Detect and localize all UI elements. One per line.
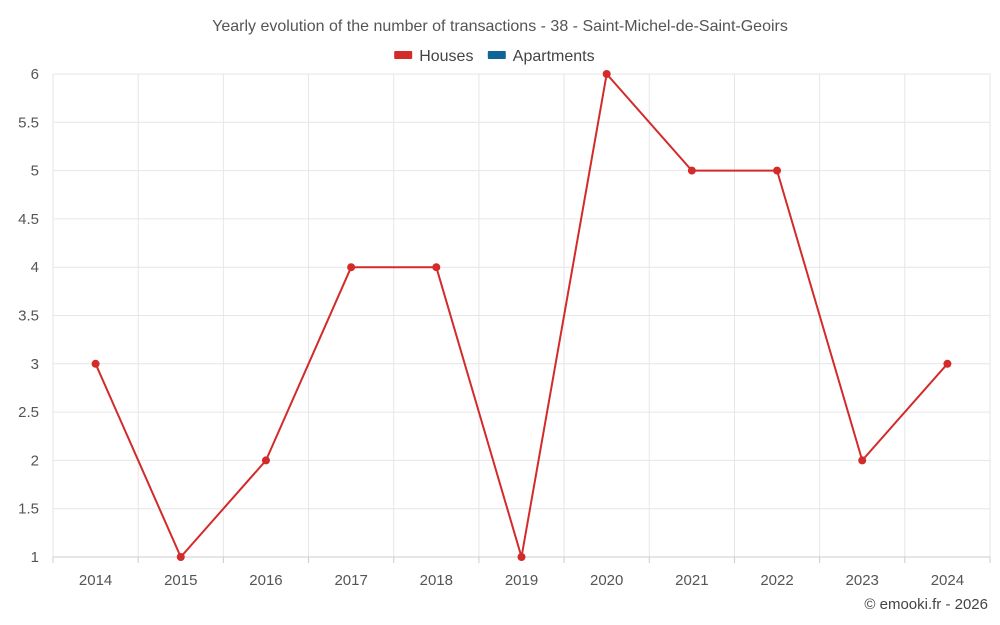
grid — [52, 73, 991, 557]
x-tick-label: 2019 — [505, 572, 538, 589]
series-layer — [91, 70, 952, 561]
x-tick-label: 2014 — [79, 572, 112, 589]
x-tick-label: 2017 — [334, 572, 367, 589]
legend-swatch — [394, 51, 413, 59]
legend: Houses Apartments — [394, 48, 595, 65]
y-tick-label: 2 — [31, 452, 39, 469]
x-tick-label: 2018 — [420, 572, 453, 589]
data-point[interactable] — [176, 553, 185, 561]
data-point[interactable] — [432, 263, 441, 272]
y-tick-label: 5 — [31, 163, 39, 180]
y-tick-label: 4 — [31, 259, 39, 276]
data-point[interactable] — [687, 166, 696, 175]
x-tick-label: 2015 — [164, 572, 197, 589]
data-point[interactable] — [517, 553, 526, 561]
data-point[interactable] — [858, 456, 867, 465]
legend-swatch — [487, 51, 506, 59]
data-point[interactable] — [602, 70, 611, 78]
data-point[interactable] — [91, 359, 100, 368]
y-tick-label: 4.5 — [18, 211, 39, 228]
x-tick-label: 2022 — [760, 572, 793, 589]
x-tick-label: 2021 — [675, 572, 708, 589]
legend-label: Apartments — [513, 48, 595, 65]
x-tick-label: 2016 — [249, 572, 282, 589]
y-tick-label: 2.5 — [18, 404, 39, 421]
legend-item-apartments[interactable]: Apartments — [487, 48, 595, 65]
y-tick-label: 3 — [31, 356, 39, 373]
series-houses — [91, 70, 952, 561]
x-tick-label: 2020 — [590, 572, 623, 589]
y-tick-label: 3.5 — [18, 308, 39, 325]
y-tick-label: 1.5 — [18, 501, 39, 518]
credit-text: © emooki.fr - 2026 — [864, 596, 988, 613]
x-tick-label: 2023 — [846, 572, 879, 589]
data-point[interactable] — [347, 263, 356, 272]
chart-title: Yearly evolution of the number of transa… — [212, 18, 788, 35]
data-point[interactable] — [773, 166, 782, 175]
data-point[interactable] — [261, 456, 270, 465]
y-tick-label: 5.5 — [18, 114, 39, 131]
data-point[interactable] — [943, 359, 952, 368]
axes: 1 1.5 2 2.5 3 3.5 4 4.5 5 5.5 6 2014 2015 2016 2017 201… — [18, 66, 991, 589]
y-tick-label: 1 — [31, 549, 39, 566]
legend-item-houses[interactable]: Houses — [394, 48, 473, 65]
legend-label: Houses — [419, 48, 473, 65]
y-tick-label: 6 — [31, 66, 39, 83]
x-tick-label: 2024 — [931, 572, 964, 589]
